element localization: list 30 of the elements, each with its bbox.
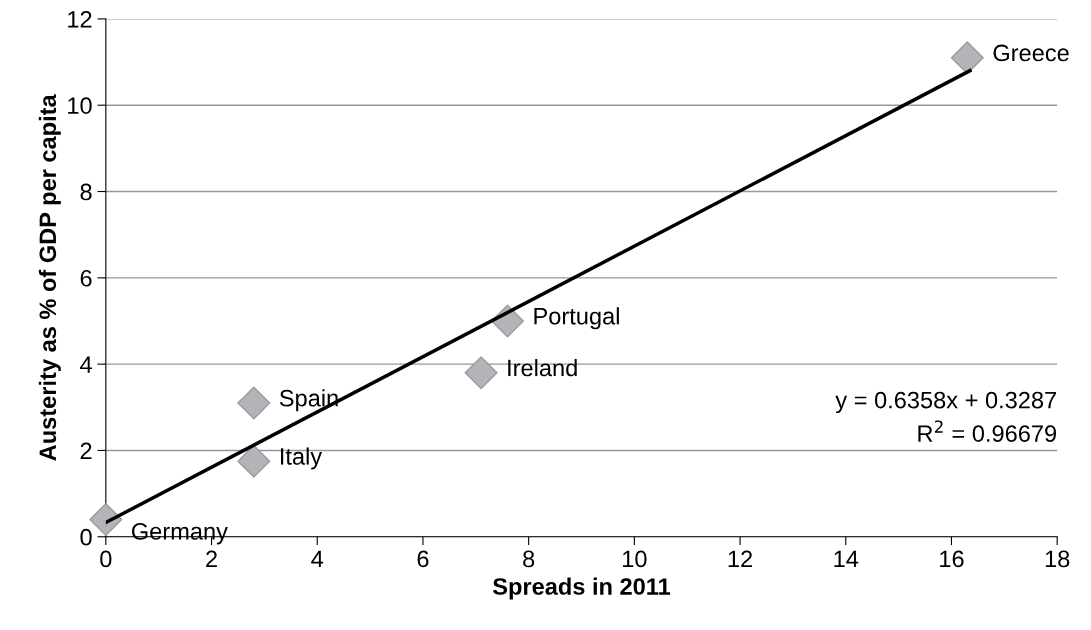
x-tick-label: 6 (417, 550, 429, 568)
point (950, 41, 984, 75)
x-tick-label: 0 (100, 550, 112, 568)
annotation: Italy (281, 447, 323, 470)
x-tick-label: 2 (206, 550, 217, 568)
y-tick-label: 12 (68, 10, 92, 28)
y-tick-label: 2 (80, 442, 92, 460)
x-tick-label: 8 (523, 550, 535, 568)
x-axis-title: Spreads in 2011 (492, 577, 671, 600)
annotation: Spain (279, 389, 338, 412)
annotation: Greece (993, 44, 1069, 62)
x-tick-label: 18 (1045, 550, 1070, 568)
x-tick-label: 16 (940, 550, 964, 568)
y-axis-title: Austerity as % of GDP per capita (38, 94, 61, 461)
annotation: y = 0.6358x + 0.3287 (835, 391, 1057, 414)
point (237, 386, 271, 420)
point (464, 356, 498, 390)
annotation: Portugal (534, 307, 619, 330)
y-tick-label: 8 (80, 183, 92, 201)
annotation: R$^{2}$ = 0.96679 (918, 420, 1057, 442)
y-tick-label: 0 (80, 528, 92, 546)
x-tick-label: 12 (728, 550, 753, 568)
x-tick-label: 14 (834, 550, 859, 568)
x-tick-label: 4 (311, 550, 324, 568)
x-tick-label: 10 (623, 550, 647, 568)
y-tick-label: 10 (68, 97, 92, 114)
annotation: Ireland (508, 358, 577, 377)
y-tick-label: 6 (80, 269, 92, 287)
point (237, 444, 271, 478)
y-tick-label: 4 (80, 356, 92, 373)
